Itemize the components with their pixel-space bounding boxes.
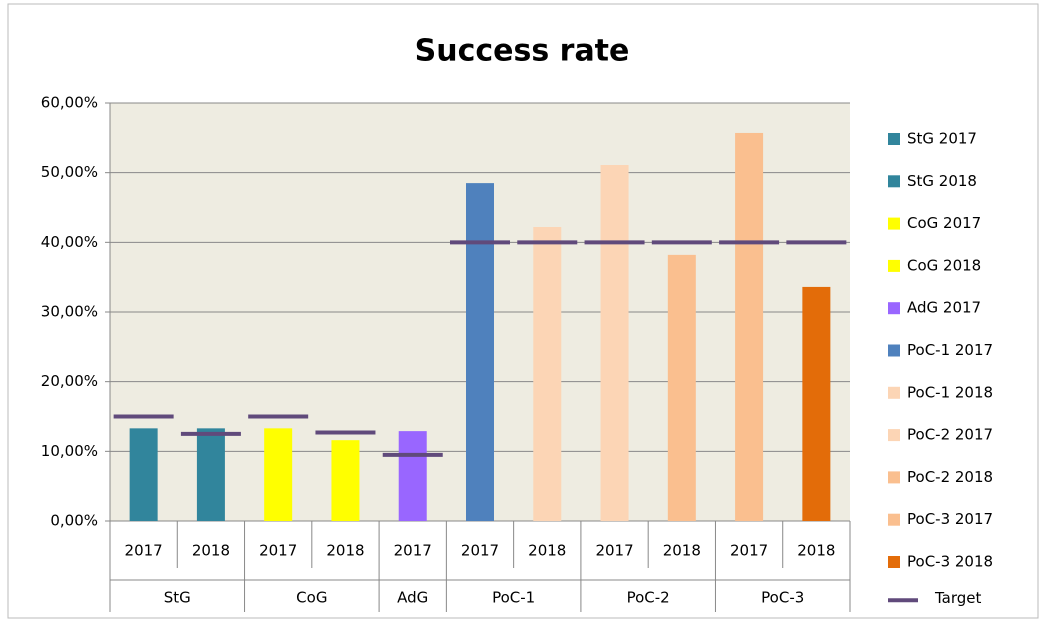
bar <box>802 286 831 521</box>
bar <box>533 227 562 522</box>
legend-label: PoC-3 2017 <box>907 510 993 528</box>
bar <box>398 431 427 521</box>
legend-swatch <box>888 217 900 230</box>
y-tick-label: 30,00% <box>41 303 98 321</box>
bar <box>196 428 225 521</box>
x-tick-label: 2018 <box>326 542 364 560</box>
legend-label: CoG 2018 <box>907 256 981 274</box>
x-tick-label: 2018 <box>663 542 701 560</box>
legend-label: PoC-2 2017 <box>907 426 993 444</box>
x-tick-label: 2018 <box>192 542 230 560</box>
legend-swatch <box>888 259 900 272</box>
x-tick-label: 2017 <box>595 542 633 560</box>
y-tick-label: 10,00% <box>41 442 98 460</box>
group-label: PoC-1 <box>492 589 535 607</box>
bar <box>667 254 696 521</box>
x-tick-label: 2017 <box>259 542 297 560</box>
bar <box>129 428 158 521</box>
group-label: CoG <box>296 589 327 607</box>
bar <box>735 132 764 521</box>
chart-title: Success rate <box>415 34 630 69</box>
legend-label: PoC-2 2018 <box>907 468 993 486</box>
legend-swatch <box>888 513 900 526</box>
legend-label: Target <box>934 589 982 607</box>
legend-label: PoC-3 2018 <box>907 553 993 571</box>
x-tick-label: 2017 <box>461 542 499 560</box>
legend-label: StG 2017 <box>907 130 977 148</box>
y-tick-label: 50,00% <box>41 163 98 181</box>
bar <box>264 428 293 521</box>
group-label: PoC-2 <box>627 589 670 607</box>
legend-swatch <box>888 386 900 399</box>
x-tick-label: 2018 <box>528 542 566 560</box>
legend-label: PoC-1 2017 <box>907 341 993 359</box>
y-tick-label: 60,00% <box>41 94 98 112</box>
legend-label: StG 2018 <box>907 172 977 190</box>
y-tick-label: 40,00% <box>41 233 98 251</box>
x-tick-label: 2017 <box>394 542 432 560</box>
legend-swatch <box>888 302 900 315</box>
group-label: StG <box>164 589 191 607</box>
bar <box>466 183 494 521</box>
x-tick-label: 2017 <box>125 542 163 560</box>
y-tick-label: 0,00% <box>50 512 98 530</box>
legend-label: AdG 2017 <box>907 299 981 317</box>
group-label: AdG <box>397 589 428 607</box>
bar <box>600 165 629 521</box>
legend-label: CoG 2017 <box>907 214 981 232</box>
group-label: PoC-3 <box>761 589 804 607</box>
legend-swatch <box>888 133 900 145</box>
legend-swatch <box>888 429 900 442</box>
legend-swatch <box>888 344 900 357</box>
legend-label: PoC-1 2018 <box>907 383 993 401</box>
bar <box>331 440 360 521</box>
y-tick-label: 20,00% <box>41 372 98 390</box>
legend-swatch <box>888 556 900 568</box>
legend-swatch <box>888 471 900 484</box>
x-tick-label: 2018 <box>797 542 835 560</box>
legend-swatch <box>888 175 900 188</box>
x-tick-label: 2017 <box>730 542 768 560</box>
